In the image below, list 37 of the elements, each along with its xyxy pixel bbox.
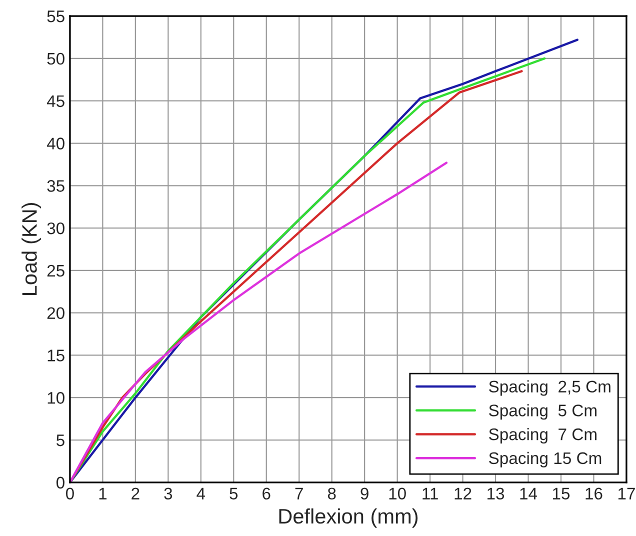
y-tick-label: 35: [47, 180, 64, 192]
x-tick-label: 2: [132, 488, 140, 500]
x-tick-label: 6: [262, 488, 270, 500]
y-tick-label: 25: [47, 264, 64, 277]
x-tick-label: 7: [295, 488, 303, 500]
y-tick-label: 30: [47, 222, 64, 234]
x-tick-label: 17: [618, 488, 635, 500]
x-tick-label: 3: [164, 488, 172, 500]
x-tick-label: 4: [196, 488, 206, 500]
x-tick-label: 11: [422, 488, 438, 500]
x-tick-label: 8: [328, 488, 336, 500]
x-tick-label: 13: [488, 488, 504, 500]
x-tick-label: 10: [389, 488, 406, 500]
y-tick-label: 50: [47, 52, 64, 65]
legend-label: Spacing 5 Cm: [489, 404, 596, 420]
x-tick-label: 1: [99, 488, 107, 500]
x-axis-title: Deflexion (mm): [279, 508, 418, 528]
legend-label: Spacing 2,5 Cm: [489, 380, 610, 396]
legend-label: Spacing 15 Cm: [489, 452, 602, 468]
y-axis-title: Load (KN): [22, 203, 41, 296]
x-tick-label: 14: [520, 488, 538, 500]
legend-label: Spacing 7 Cm: [489, 428, 596, 444]
y-tick-label: 20: [47, 307, 64, 320]
y-tick-label: 10: [48, 392, 64, 404]
x-tick-label: 16: [586, 488, 602, 500]
y-tick-label: 55: [47, 10, 64, 22]
x-tick-label: 5: [230, 488, 238, 500]
x-tick-label: 15: [552, 488, 570, 500]
y-tick-label: 5: [56, 434, 64, 446]
x-tick-label: 0: [66, 488, 74, 500]
x-tick-label: 9: [360, 488, 368, 500]
y-tick-label: 40: [46, 138, 64, 150]
y-tick-label: 15: [48, 350, 64, 362]
x-tick-label: 12: [454, 488, 472, 500]
y-tick-label: 45: [46, 95, 64, 108]
line-series: [70, 162, 448, 482]
y-tick-label: 0: [56, 476, 64, 489]
